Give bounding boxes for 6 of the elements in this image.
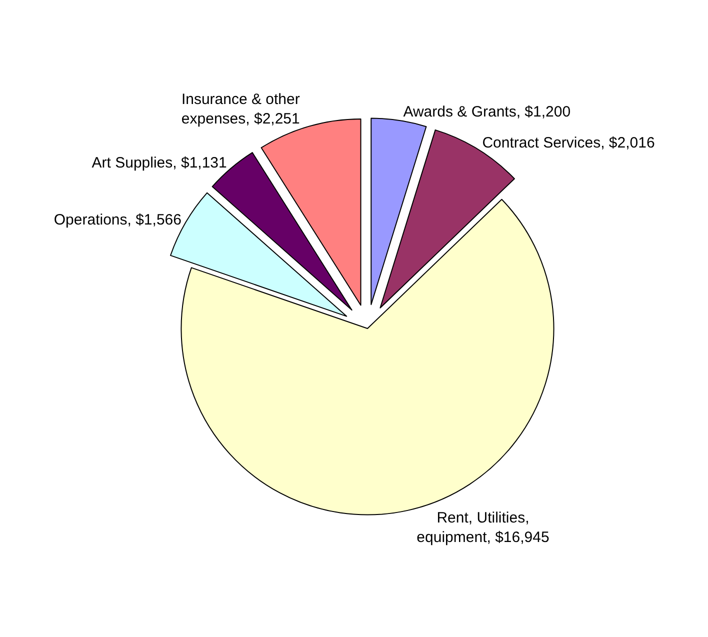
slice-label: Insurance & other expenses, $2,251 xyxy=(181,91,300,128)
slice-label: Rent, Utilities, equipment, $16,945 xyxy=(416,510,550,546)
slice-label: Awards & Grants, $1,200 xyxy=(403,104,571,121)
slice-label: Operations, $1,566 xyxy=(54,212,182,229)
slice-label: Contract Services, $2,016 xyxy=(482,134,655,152)
slice-label: Art Supplies, $1,131 xyxy=(92,154,227,172)
